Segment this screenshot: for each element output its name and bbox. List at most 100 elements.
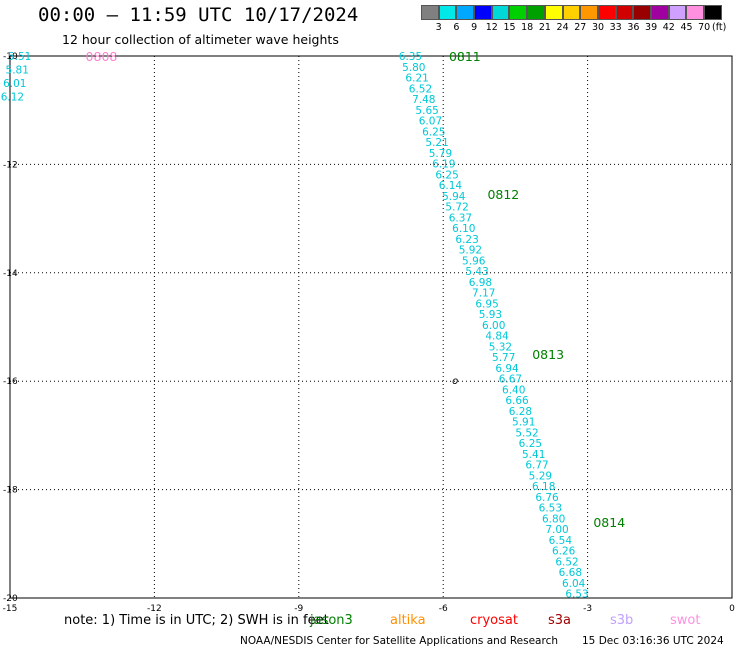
x-tick-label: -9 bbox=[294, 604, 303, 614]
color-swatch bbox=[474, 5, 492, 20]
wave-height-value: 6.53 bbox=[565, 589, 588, 601]
wave-height-value: 6.00 bbox=[482, 320, 505, 332]
color-scale-label: 18 bbox=[521, 22, 534, 33]
wave-height-value: 5.21 bbox=[425, 137, 448, 149]
satellite-label-swot: swot bbox=[670, 613, 701, 628]
wave-height-value: 6.40 bbox=[502, 384, 525, 396]
satellite-label-cryosat: cryosat bbox=[470, 613, 518, 628]
wave-height-value: 5.32 bbox=[489, 341, 512, 353]
wave-height-value: 6.67 bbox=[499, 374, 522, 386]
color-swatch bbox=[650, 5, 669, 20]
wave-height-value: 5.41 bbox=[522, 449, 545, 461]
wave-height-value: 5.80 bbox=[402, 62, 425, 74]
color-swatch bbox=[562, 5, 581, 20]
wave-height-value: 7.48 bbox=[412, 94, 435, 106]
y-tick-label: -12 bbox=[3, 160, 18, 170]
color-scale-label: 9 bbox=[471, 22, 478, 33]
y-tick-label: -10 bbox=[3, 52, 18, 62]
wave-height-value: 6.10 bbox=[452, 223, 475, 235]
color-swatch bbox=[704, 5, 722, 20]
wave-height-value-left: 5.51 bbox=[8, 51, 31, 63]
x-tick-label: -6 bbox=[439, 604, 448, 614]
wave-height-value: 6.77 bbox=[525, 460, 548, 472]
color-swatch bbox=[544, 5, 563, 20]
color-scale-label: 15 bbox=[503, 22, 516, 33]
color-scale-label: 3 bbox=[435, 22, 442, 33]
wave-height-value: 6.26 bbox=[552, 546, 576, 558]
color-swatch bbox=[668, 5, 687, 20]
wave-height-value: 5.96 bbox=[462, 255, 486, 267]
wave-height-value: 6.54 bbox=[549, 535, 573, 547]
color-swatch bbox=[615, 5, 634, 20]
wave-height-value: 5.94 bbox=[442, 191, 466, 203]
wave-height-value-left: 5.81 bbox=[6, 65, 29, 77]
wave-height-value: 5.29 bbox=[529, 470, 552, 482]
wave-height-value: 6.94 bbox=[495, 363, 519, 375]
wave-height-value: 6.18 bbox=[532, 481, 555, 493]
color-scale-label: 45 bbox=[680, 22, 693, 33]
render-timestamp: 15 Dec 03:16:36 UTC 2024 bbox=[582, 635, 724, 647]
track-time-label: 0808 bbox=[86, 49, 118, 64]
color-scale-label: 42 bbox=[662, 22, 675, 33]
y-tick-label: -18 bbox=[3, 486, 18, 496]
wave-height-value: 6.14 bbox=[439, 180, 463, 192]
x-tick-label: -3 bbox=[583, 604, 592, 614]
wave-height-value: 5.77 bbox=[492, 352, 515, 364]
color-scale-label: 30 bbox=[591, 22, 605, 33]
color-swatch bbox=[597, 5, 616, 20]
wave-height-value-left: 6.12 bbox=[1, 92, 24, 104]
wave-height-value: 6.53 bbox=[539, 503, 562, 515]
x-tick-label: -12 bbox=[147, 604, 162, 614]
y-tick-label: -14 bbox=[3, 269, 18, 279]
x-tick-label: -15 bbox=[3, 604, 18, 614]
color-scale-label: 27 bbox=[574, 22, 587, 33]
color-scale-label: 21 bbox=[538, 22, 551, 33]
y-tick-label: -20 bbox=[3, 594, 18, 604]
wave-height-value: 6.52 bbox=[555, 556, 578, 568]
wave-height-value: 6.37 bbox=[449, 212, 472, 224]
wave-height-value: 5.92 bbox=[459, 245, 482, 257]
wave-height-value: 5.79 bbox=[429, 148, 452, 160]
color-swatch bbox=[421, 5, 439, 20]
track-time-label: 0812 bbox=[487, 187, 519, 202]
color-swatch bbox=[456, 5, 475, 20]
footnote: note: 1) Time is in UTC; 2) SWH is in fe… bbox=[64, 613, 329, 628]
wave-height-value: 6.07 bbox=[419, 116, 442, 128]
color-swatch bbox=[438, 5, 457, 20]
chart-subtitle: 12 hour collection of altimeter wave hei… bbox=[62, 32, 339, 47]
color-scale-label: 24 bbox=[556, 22, 569, 33]
color-scale-label: 36 bbox=[627, 22, 640, 33]
chart-title: 00:00 – 11:59 UTC 10/17/2024 bbox=[38, 4, 359, 26]
color-swatch bbox=[527, 5, 545, 20]
satellite-label-s3a: s3a bbox=[548, 613, 572, 628]
wave-height-value: 6.25 bbox=[435, 169, 458, 181]
color-swatch bbox=[509, 5, 528, 20]
wave-height-value: 6.28 bbox=[509, 406, 532, 418]
color-swatch bbox=[491, 5, 510, 20]
color-swatch bbox=[686, 5, 704, 20]
wave-height-value: 6.04 bbox=[562, 578, 586, 590]
track-time-label: 0813 bbox=[532, 347, 564, 362]
wave-height-value: 6.98 bbox=[469, 277, 492, 289]
plot-frame bbox=[9, 55, 733, 599]
color-scale-unit: (ft) bbox=[712, 22, 727, 33]
color-swatch bbox=[633, 5, 651, 20]
color-scale-label: 39 bbox=[645, 22, 658, 33]
wave-height-value: 7.17 bbox=[472, 288, 495, 300]
wave-height-value: 6.21 bbox=[405, 73, 428, 85]
wave-height-value: 5.93 bbox=[479, 309, 502, 321]
wave-height-value: 6.76 bbox=[535, 492, 559, 504]
y-tick-label: -16 bbox=[3, 377, 18, 387]
wave-height-value: 6.52 bbox=[409, 83, 432, 95]
color-scale-label: 6 bbox=[453, 22, 460, 33]
credit-text: NOAA/NESDIS Center for Satellite Applica… bbox=[240, 635, 558, 647]
wave-height-value: 6.19 bbox=[432, 159, 455, 171]
wave-height-value: 6.25 bbox=[519, 438, 542, 450]
wave-height-value: 5.91 bbox=[512, 417, 535, 429]
wave-height-value: 4.84 bbox=[485, 331, 509, 343]
wave-height-value: 6.95 bbox=[475, 298, 498, 310]
color-scale-bar bbox=[421, 5, 722, 20]
wave-height-value: 6.68 bbox=[559, 567, 582, 579]
color-scale-label: 33 bbox=[609, 22, 622, 33]
